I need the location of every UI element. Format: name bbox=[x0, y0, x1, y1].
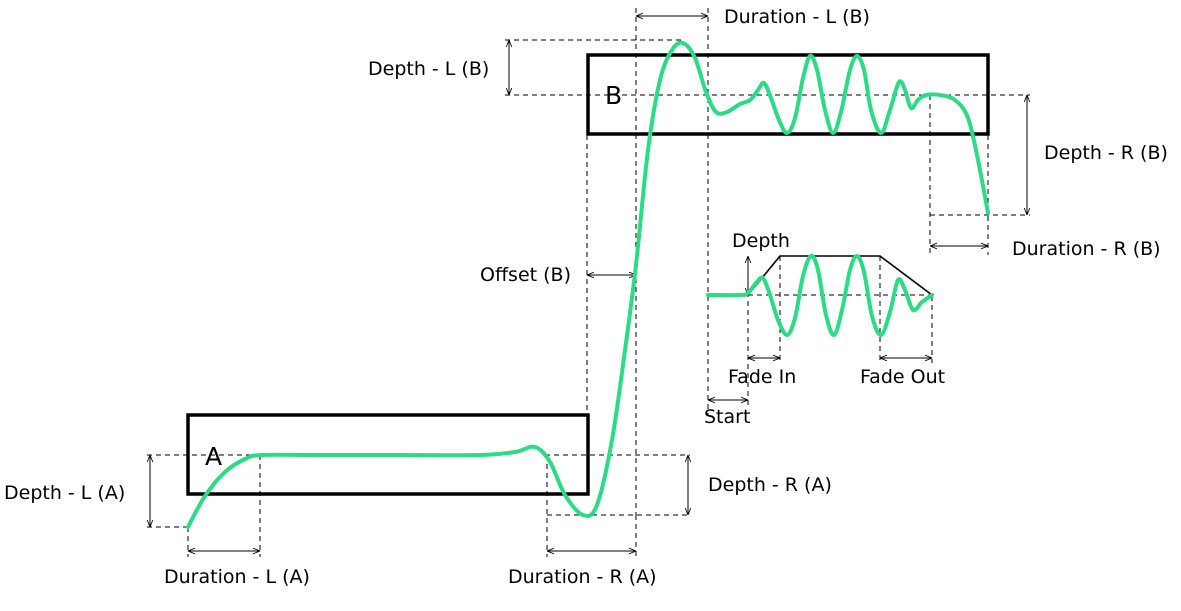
depth-label: Depth bbox=[732, 230, 790, 252]
fade-curve bbox=[706, 253, 934, 337]
depth-l-a-label: Depth - L (A) bbox=[4, 482, 125, 504]
main-curve bbox=[186, 40, 990, 529]
duration-l-b-label: Duration - L (B) bbox=[724, 6, 870, 28]
dimension-arrows bbox=[150, 16, 1027, 551]
box-a bbox=[186, 413, 590, 496]
depth-r-a-label: Depth - R (A) bbox=[708, 474, 832, 496]
start-label: Start bbox=[704, 406, 750, 428]
fade-envelope bbox=[747, 255, 933, 296]
duration-r-a-label: Duration - R (A) bbox=[508, 566, 657, 588]
fade-in-label: Fade In bbox=[728, 366, 796, 388]
fade-out-label: Fade Out bbox=[860, 366, 945, 388]
duration-l-a-label: Duration - L (A) bbox=[164, 566, 310, 588]
box-b-label: B bbox=[605, 81, 622, 110]
depth-r-b-label: Depth - R (B) bbox=[1044, 142, 1168, 164]
offset-b-label: Offset (B) bbox=[480, 264, 571, 286]
depth-l-b-label: Depth - L (B) bbox=[368, 58, 489, 80]
box-a-label: A bbox=[205, 442, 222, 471]
duration-r-b-label: Duration - R (B) bbox=[1012, 238, 1161, 260]
